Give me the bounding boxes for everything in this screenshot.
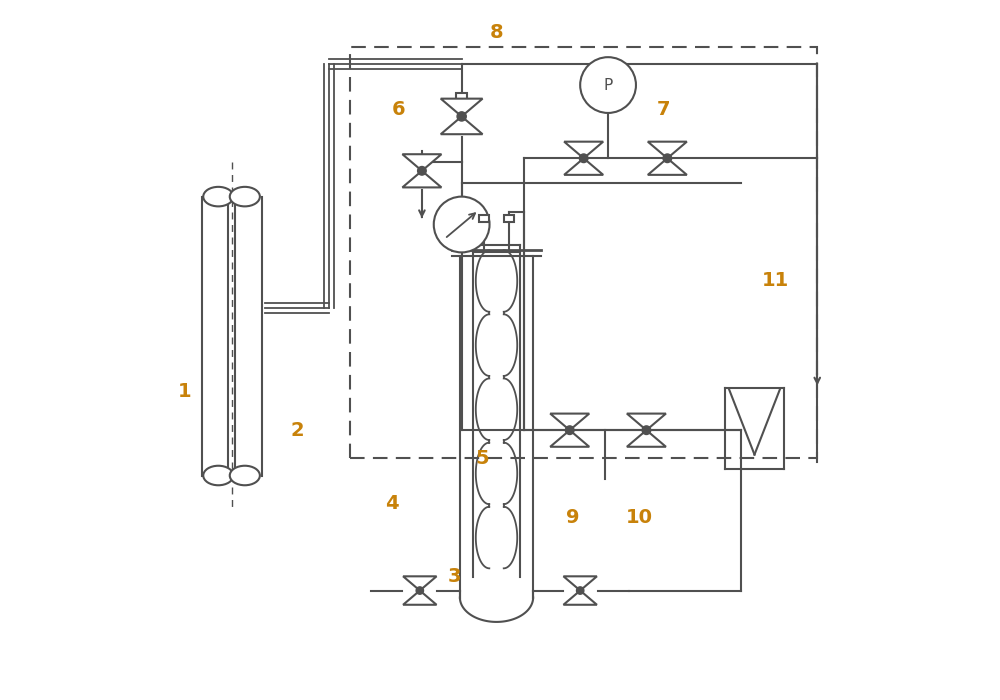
Ellipse shape	[230, 187, 260, 206]
Polygon shape	[648, 141, 687, 158]
Text: 11: 11	[762, 271, 789, 290]
Polygon shape	[402, 154, 441, 171]
Polygon shape	[441, 99, 483, 116]
Bar	[350, 47, 817, 458]
Polygon shape	[402, 171, 441, 188]
Polygon shape	[648, 158, 687, 175]
Text: 7: 7	[657, 100, 671, 119]
Circle shape	[576, 587, 584, 594]
Circle shape	[416, 587, 424, 594]
Polygon shape	[441, 116, 483, 134]
Circle shape	[418, 167, 426, 175]
Polygon shape	[550, 414, 589, 430]
Polygon shape	[564, 158, 603, 175]
Circle shape	[457, 112, 466, 121]
Bar	[479, 215, 489, 223]
Text: 9: 9	[566, 508, 580, 527]
Circle shape	[580, 57, 636, 113]
Ellipse shape	[203, 187, 233, 206]
Polygon shape	[564, 141, 603, 158]
Text: 3: 3	[448, 567, 461, 586]
Ellipse shape	[230, 466, 260, 485]
Circle shape	[579, 154, 588, 162]
Text: 2: 2	[291, 421, 305, 440]
Ellipse shape	[203, 466, 233, 485]
Circle shape	[565, 426, 574, 435]
Circle shape	[434, 197, 490, 253]
Text: 6: 6	[392, 100, 406, 119]
Text: 4: 4	[385, 494, 399, 513]
Circle shape	[663, 154, 672, 162]
Polygon shape	[563, 591, 597, 605]
Bar	[456, 92, 467, 104]
Polygon shape	[627, 430, 666, 447]
Circle shape	[642, 426, 651, 435]
Polygon shape	[550, 430, 589, 447]
Polygon shape	[403, 576, 437, 591]
Text: 5: 5	[476, 449, 489, 468]
Polygon shape	[563, 576, 597, 591]
Bar	[504, 215, 514, 223]
Polygon shape	[627, 414, 666, 430]
Text: 1: 1	[178, 382, 192, 401]
Text: 10: 10	[626, 508, 653, 527]
Text: 8: 8	[490, 23, 503, 42]
Text: P: P	[603, 78, 613, 92]
Polygon shape	[403, 591, 437, 605]
